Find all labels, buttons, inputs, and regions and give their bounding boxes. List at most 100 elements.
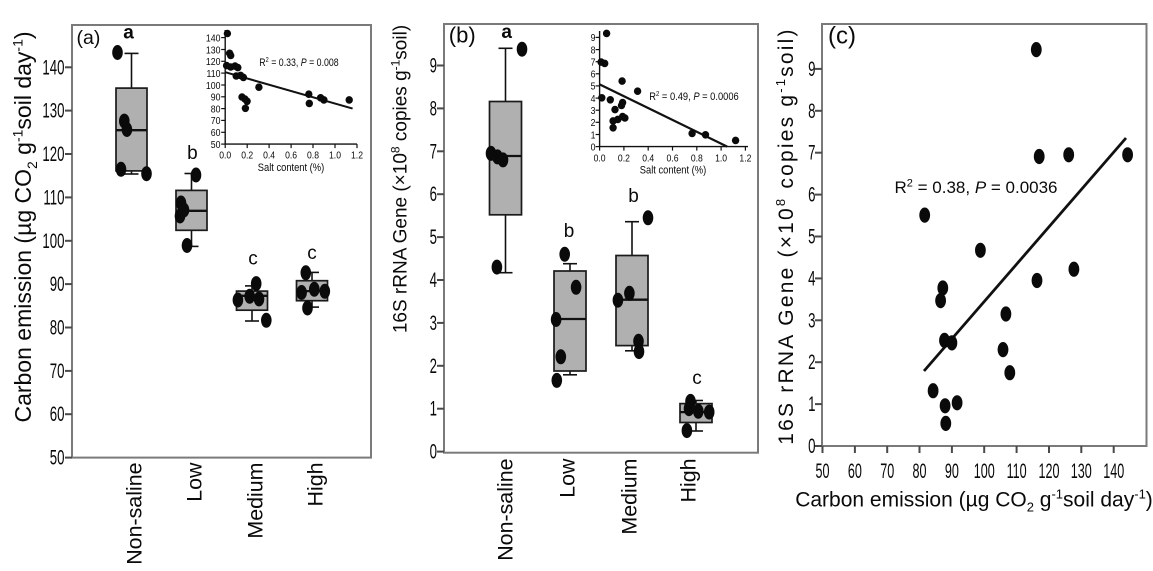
svg-text:0.0: 0.0 [219, 150, 231, 162]
svg-text:c: c [692, 368, 702, 389]
svg-text:16S rRNA Gene (×108 copies g-1: 16S rRNA Gene (×108 copies g-1soil) [773, 27, 798, 444]
svg-text:70: 70 [880, 459, 894, 483]
svg-text:0: 0 [591, 142, 596, 154]
svg-text:0.2: 0.2 [241, 150, 253, 162]
svg-text:5: 5 [808, 224, 816, 248]
svg-text:Salt content (%): Salt content (%) [258, 162, 324, 174]
svg-text:Non-saline: Non-saline [123, 463, 147, 565]
svg-text:Low: Low [556, 458, 580, 498]
svg-text:120: 120 [1039, 459, 1060, 483]
svg-text:(c): (c) [828, 23, 856, 50]
svg-text:Carbon emission (µg CO2 g-1soi: Carbon emission (µg CO2 g-1soil day-1) [795, 487, 1153, 515]
svg-text:8: 8 [591, 45, 596, 57]
svg-text:110: 110 [1007, 459, 1027, 483]
svg-text:110: 110 [207, 68, 221, 80]
svg-text:Non-saline: Non-saline [494, 459, 518, 561]
svg-text:90: 90 [211, 92, 221, 104]
svg-text:9: 9 [808, 57, 815, 81]
svg-text:4: 4 [808, 266, 816, 290]
svg-text:3: 3 [430, 311, 437, 335]
svg-text:R2 = 0.38, P = 0.0036: R2 = 0.38, P = 0.0036 [894, 178, 1057, 198]
svg-text:3: 3 [808, 308, 815, 332]
svg-text:a: a [123, 23, 134, 44]
svg-text:2: 2 [591, 117, 596, 129]
svg-text:4: 4 [430, 268, 438, 292]
svg-text:0.0: 0.0 [594, 153, 606, 165]
svg-text:1: 1 [591, 130, 596, 142]
svg-text:b: b [564, 221, 575, 242]
svg-text:c: c [307, 243, 317, 264]
svg-text:Salt content (%): Salt content (%) [640, 165, 706, 177]
svg-text:4: 4 [591, 93, 596, 105]
svg-text:6: 6 [591, 69, 596, 81]
svg-text:Low: Low [183, 462, 207, 502]
svg-text:90: 90 [945, 459, 959, 483]
svg-text:7: 7 [808, 141, 815, 165]
svg-text:Medium: Medium [244, 463, 268, 539]
svg-text:High: High [304, 463, 328, 507]
svg-text:(a): (a) [77, 27, 101, 49]
svg-text:8: 8 [808, 99, 815, 123]
svg-text:7: 7 [430, 139, 437, 163]
svg-text:130: 130 [1071, 459, 1092, 483]
svg-text:0.8: 0.8 [691, 153, 703, 165]
svg-text:Medium: Medium [618, 459, 642, 535]
svg-text:1.2: 1.2 [351, 150, 363, 162]
svg-text:7: 7 [591, 57, 596, 69]
svg-text:6: 6 [430, 182, 437, 206]
svg-text:80: 80 [50, 315, 65, 339]
svg-text:90: 90 [50, 272, 65, 296]
svg-text:1.0: 1.0 [329, 150, 341, 162]
svg-text:0.6: 0.6 [285, 150, 297, 162]
svg-text:100: 100 [974, 459, 995, 483]
svg-text:130: 130 [206, 45, 221, 57]
svg-text:1.0: 1.0 [715, 153, 727, 165]
svg-text:70: 70 [211, 116, 221, 128]
svg-text:High: High [677, 459, 701, 503]
svg-text:2: 2 [430, 354, 437, 378]
svg-text:R2 = 0.49, P = 0.0006: R2 = 0.49, P = 0.0006 [649, 90, 739, 103]
svg-text:130: 130 [42, 98, 64, 122]
svg-text:140: 140 [42, 55, 64, 79]
svg-text:0: 0 [430, 439, 438, 463]
svg-text:6: 6 [808, 182, 815, 206]
svg-text:c: c [248, 249, 258, 270]
svg-text:0.6: 0.6 [667, 153, 679, 165]
svg-text:5: 5 [430, 225, 438, 249]
svg-text:16S rRNA Gene (×108 copies g-1: 16S rRNA Gene (×108 copies g-1soil) [388, 25, 411, 333]
svg-text:(b): (b) [449, 23, 476, 48]
svg-text:110: 110 [43, 185, 64, 209]
svg-text:100: 100 [206, 80, 221, 92]
svg-text:80: 80 [912, 459, 926, 483]
svg-text:9: 9 [591, 33, 596, 45]
svg-text:R2 = 0.33, P = 0.008: R2 = 0.33, P = 0.008 [259, 56, 339, 69]
svg-text:50: 50 [815, 459, 829, 483]
svg-text:b: b [187, 143, 198, 164]
svg-text:5: 5 [591, 81, 596, 93]
svg-text:120: 120 [42, 142, 64, 166]
svg-text:60: 60 [211, 127, 221, 139]
svg-text:a: a [501, 22, 512, 43]
svg-text:0.4: 0.4 [642, 153, 655, 165]
svg-text:0.4: 0.4 [263, 150, 276, 162]
svg-text:Carbon emission (µg CO2 g-1soi: Carbon emission (µg CO2 g-1soil day-1) [9, 31, 40, 422]
svg-text:140: 140 [1103, 459, 1124, 483]
svg-text:80: 80 [211, 104, 221, 116]
svg-text:b: b [628, 186, 639, 207]
svg-text:0.2: 0.2 [618, 153, 630, 165]
svg-text:2: 2 [808, 350, 815, 374]
svg-text:1: 1 [808, 392, 815, 416]
svg-text:9: 9 [430, 53, 437, 77]
svg-text:50: 50 [211, 139, 221, 151]
svg-text:70: 70 [50, 359, 65, 383]
svg-text:60: 60 [50, 402, 65, 426]
svg-text:140: 140 [206, 33, 221, 45]
svg-text:1: 1 [430, 397, 437, 421]
svg-text:1.2: 1.2 [739, 153, 751, 165]
svg-text:0.8: 0.8 [307, 150, 319, 162]
svg-text:120: 120 [206, 56, 221, 68]
svg-text:100: 100 [42, 229, 64, 253]
svg-text:60: 60 [848, 459, 862, 483]
svg-text:3: 3 [591, 105, 596, 117]
svg-text:0: 0 [808, 434, 816, 458]
